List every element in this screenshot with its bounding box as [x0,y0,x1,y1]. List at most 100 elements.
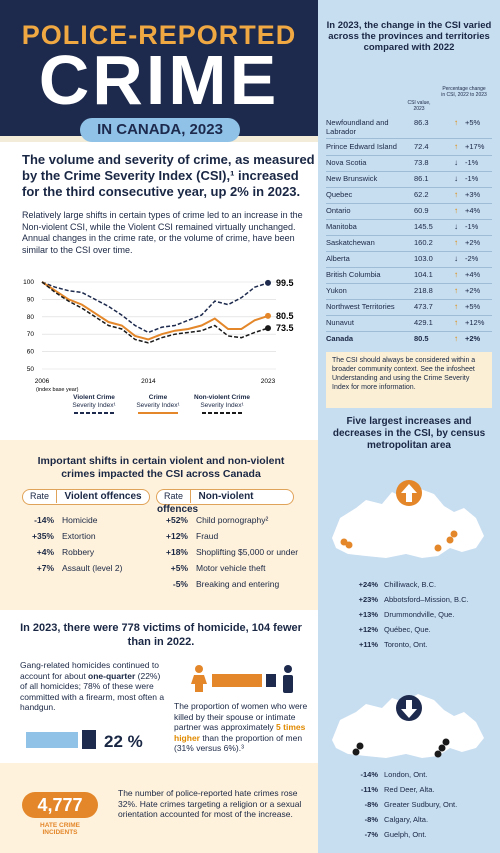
row-divider [326,138,492,139]
series-end-point-2 [265,325,271,332]
csi-value: 104.1 [414,270,433,279]
city-marker [356,742,364,750]
gang-text-highlight: one-quarter [88,670,136,681]
csi-value: 473.7 [414,302,433,311]
cma-name: Toronto, Ont. [384,640,428,649]
csi-change: +5% [465,118,481,127]
legend-label-2: Non-violent Crime [194,394,250,401]
nonviolent-rate: -5% [172,579,188,589]
csi-change: +2% [465,286,481,295]
row-divider [326,299,492,300]
csi-value: 429.1 [414,318,433,327]
arrow-up-icon: ↑ [454,190,458,199]
nonviolent-offence: Fraud [196,531,219,541]
canada-shape [332,488,484,558]
row-divider [326,267,492,268]
cma-change: +13% [358,610,378,619]
province-name: Ontario [326,206,351,215]
nonviolent-row: +52% Child pornography² [156,515,268,525]
x-tick-label: 2023 [261,378,276,385]
legend-sublabel-2: Severity Index¹ [200,402,244,409]
series-line-1 [41,281,269,341]
csi-value: 62.2 [414,190,429,199]
series-end-label-1: 80.5 [276,311,294,321]
csi-change: +4% [465,206,481,215]
ipv-text-c: than the proportion of men (31% versus 6… [174,732,303,754]
cma-name: Québec, Que. [384,625,431,634]
csi-change: -1% [465,158,479,167]
row-divider [326,315,492,316]
violent-offence: Robbery [62,547,95,557]
csi-change: +4% [465,270,481,279]
hate-crime-text: The number of police-reported hate crime… [118,788,302,819]
shifts-title: Important shifts in certain violent and … [37,455,285,480]
row-divider [326,235,492,236]
lead-paragraph: The volume and severity of crime, as mea… [22,152,315,199]
arrow-up-icon: ↑ [454,286,458,295]
province-name: Quebec [326,190,353,199]
csi-value: 86.3 [414,118,429,127]
csi-value: 72.4 [414,142,429,151]
series-end-point-0 [265,279,271,286]
cma-name: Greater Sudbury, Ont. [384,800,458,809]
csi-change: +3% [465,190,481,199]
series-end-label-0: 99.5 [276,278,294,288]
nonviolent-rate: +12% [166,531,188,541]
row-divider [326,155,492,156]
row-divider [326,219,492,220]
csi-value-header: CSI value, 2023 [407,100,431,112]
province-name: Northwest Territories [326,302,395,311]
cma-change: +23% [358,595,378,604]
cma-title: Five largest increases and decreases in … [332,416,486,451]
legend-label-1: Crime [149,394,168,401]
cma-change: -8% [364,800,378,809]
province-name: Yukon [326,286,347,295]
cma-change: +24% [358,580,378,589]
csi-context-note: The CSI should always be considered with… [326,352,492,408]
arrow-up-icon: ↑ [454,206,458,215]
province-name: Nunavut [326,318,354,327]
legend-sublabel-0: Severity Index¹ [72,402,116,409]
y-tick-label: 100 [23,279,34,286]
province-name: Manitoba [326,222,357,231]
title-line-2: CRIME [38,41,280,119]
women-bar [212,674,262,687]
province-name: Canada [326,334,354,343]
subtitle-pill: IN CANADA, 2023 [80,118,240,142]
csi-change: +5% [465,302,481,311]
arrow-up-icon: ↑ [454,302,458,311]
city-marker [446,536,454,544]
arrow-down-icon: ↓ [454,254,458,263]
csi-value: 218.8 [414,286,433,295]
province-name: Newfoundland and Labrador [326,118,389,136]
cma-change: -14% [360,770,378,779]
row-divider [326,283,492,284]
hate-crime-label: HATE CRIME INCIDENTS [40,822,80,836]
nonviolent-rate: +52% [166,515,188,525]
y-tick-label: 70 [27,331,35,338]
row-divider [326,171,492,172]
csi-value: 73.8 [414,158,429,167]
city-marker [352,748,360,756]
arrow-up-icon: ↑ [454,238,458,247]
csi-value: 86.1 [414,174,429,183]
arrow-down-icon: ↓ [454,158,458,167]
row-divider [326,187,492,188]
men-bar [266,674,276,687]
ipv-text-a: The proportion of women who were killed … [174,701,308,732]
nonviolent-row: +12% Fraud [156,531,218,541]
violent-row: +7% Assault (level 2) [22,563,123,573]
csi-value: 80.5 [414,334,429,343]
y-tick-label: 50 [27,366,35,373]
y-tick-label: 80 [27,314,35,321]
csi-value: 103.0 [414,254,433,263]
city-marker [442,738,450,746]
y-tick-label: 60 [27,349,35,356]
cma-change: +11% [359,640,378,649]
province-name: Saskatchewan [326,238,375,247]
nonviolent-rate: +5% [170,563,188,573]
cma-name: Abbotsford–Mission, B.C. [384,595,469,604]
nonviolent-row: +5% Motor vehicle theft [156,563,266,573]
violent-offence: Assault (level 2) [62,563,123,573]
nonviolent-rate: +18% [166,547,188,557]
